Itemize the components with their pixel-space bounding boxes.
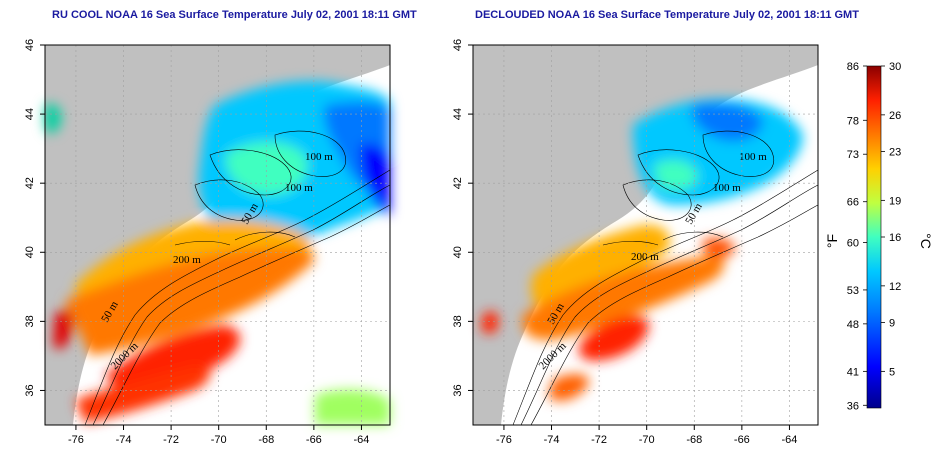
celsius-tick-label: 26: [889, 110, 901, 122]
celsius-tick-label: 12: [889, 281, 901, 293]
left-y-tick-label: 36: [24, 384, 36, 396]
left-y-tick-label: 42: [24, 177, 36, 189]
right-sst-field: [481, 98, 803, 401]
right-contour-label-2: 100 m: [713, 182, 741, 194]
right-y-tick-label: 42: [452, 177, 464, 189]
left-contour-label-2: 100 m: [285, 182, 313, 194]
celsius-tick-label: 16: [889, 232, 901, 244]
left-x-tick-label: -76: [68, 434, 84, 446]
right-y-axis: 36 38 40 42 44 46: [452, 39, 473, 397]
fahrenheit-tick-label: 41: [847, 366, 859, 378]
left-contour-label-1: 100 m: [305, 151, 333, 163]
left-panel-title: RU COOL NOAA 16 Sea Surface Temperature …: [52, 9, 417, 21]
left-y-tick-label: 40: [24, 246, 36, 258]
right-x-tick-label: -72: [591, 434, 607, 446]
right-plot-frame: [472, 44, 819, 426]
fahrenheit-tick-label: 86: [847, 61, 859, 73]
fahrenheit-tick-label: 36: [847, 400, 859, 412]
right-x-axis: -76 -74 -72 -70 -68 -66 -64: [496, 425, 797, 446]
left-x-tick-label: -74: [116, 434, 132, 446]
right-x-tick-label: -66: [734, 434, 750, 446]
colorbar-ramp: [866, 65, 882, 409]
left-x-tick-label: -64: [353, 434, 369, 446]
left-graticule: [45, 44, 390, 425]
right-panel-title: DECLOUDED NOAA 16 Sea Surface Temperatur…: [475, 9, 859, 21]
fahrenheit-tick-label: 66: [847, 197, 859, 209]
celsius-tick-label: 23: [889, 147, 901, 159]
right-y-tick-label: 40: [452, 246, 464, 258]
left-map-panel: 100 m 100 m 50 m 200 m 50 m 2000 m -76 -7…: [24, 39, 391, 446]
left-x-tick-label: -72: [163, 434, 179, 446]
fahrenheit-tick-label: 78: [847, 115, 859, 127]
left-sst-field: [45, 81, 390, 425]
left-y-tick-label: 44: [24, 108, 36, 120]
left-y-axis: 36 38 40 42 44 46: [24, 39, 45, 397]
right-map-panel: 100 m 100 m 50 m 200 m 50 m 2000 m -76 -7…: [452, 39, 819, 446]
left-x-axis: -76 -74 -72 -70 -68 -66 -64: [68, 425, 369, 446]
celsius-tick-label: 30: [889, 61, 901, 73]
right-x-tick-label: -64: [781, 434, 797, 446]
right-contour-label-1: 100 m: [739, 151, 767, 163]
right-x-tick-label: -74: [544, 434, 560, 446]
fahrenheit-tick-label: 73: [847, 149, 859, 161]
left-contour-label-4: 200 m: [173, 254, 201, 266]
right-y-tick-label: 36: [452, 384, 464, 396]
left-y-tick-label: 46: [24, 39, 36, 51]
celsius-tick-label: 9: [889, 318, 895, 330]
temperature-colorbar: 86 78 73 66 60 53 48 41 36 30 26 23 19 16 12 9 5 °F °C: [824, 61, 934, 412]
fahrenheit-tick-label: 48: [847, 319, 859, 331]
celsius-tick-label: 19: [889, 195, 901, 207]
fahrenheit-tick-label: 53: [847, 285, 859, 297]
left-x-tick-label: -66: [306, 434, 322, 446]
celsius-tick-label: 5: [889, 366, 895, 378]
celsius-scale: 30 26 23 19 16 12 9 5: [881, 61, 901, 378]
right-x-tick-label: -76: [496, 434, 512, 446]
fahrenheit-unit-label: °F: [824, 234, 840, 248]
right-y-tick-label: 38: [452, 315, 464, 327]
right-y-tick-label: 46: [452, 39, 464, 51]
celsius-unit-label: °C: [918, 233, 934, 249]
fahrenheit-tick-label: 60: [847, 237, 859, 249]
right-contour-label-4: 200 m: [631, 251, 659, 263]
right-graticule: [473, 44, 818, 425]
left-y-tick-label: 38: [24, 315, 36, 327]
right-x-tick-label: -70: [639, 434, 655, 446]
left-x-tick-label: -70: [211, 434, 227, 446]
fahrenheit-scale: 86 78 73 66 60 53 48 41 36: [847, 61, 867, 412]
left-plot-frame: [44, 44, 391, 426]
right-y-tick-label: 44: [452, 108, 464, 120]
right-x-tick-label: -68: [686, 434, 702, 446]
left-x-tick-label: -68: [258, 434, 274, 446]
